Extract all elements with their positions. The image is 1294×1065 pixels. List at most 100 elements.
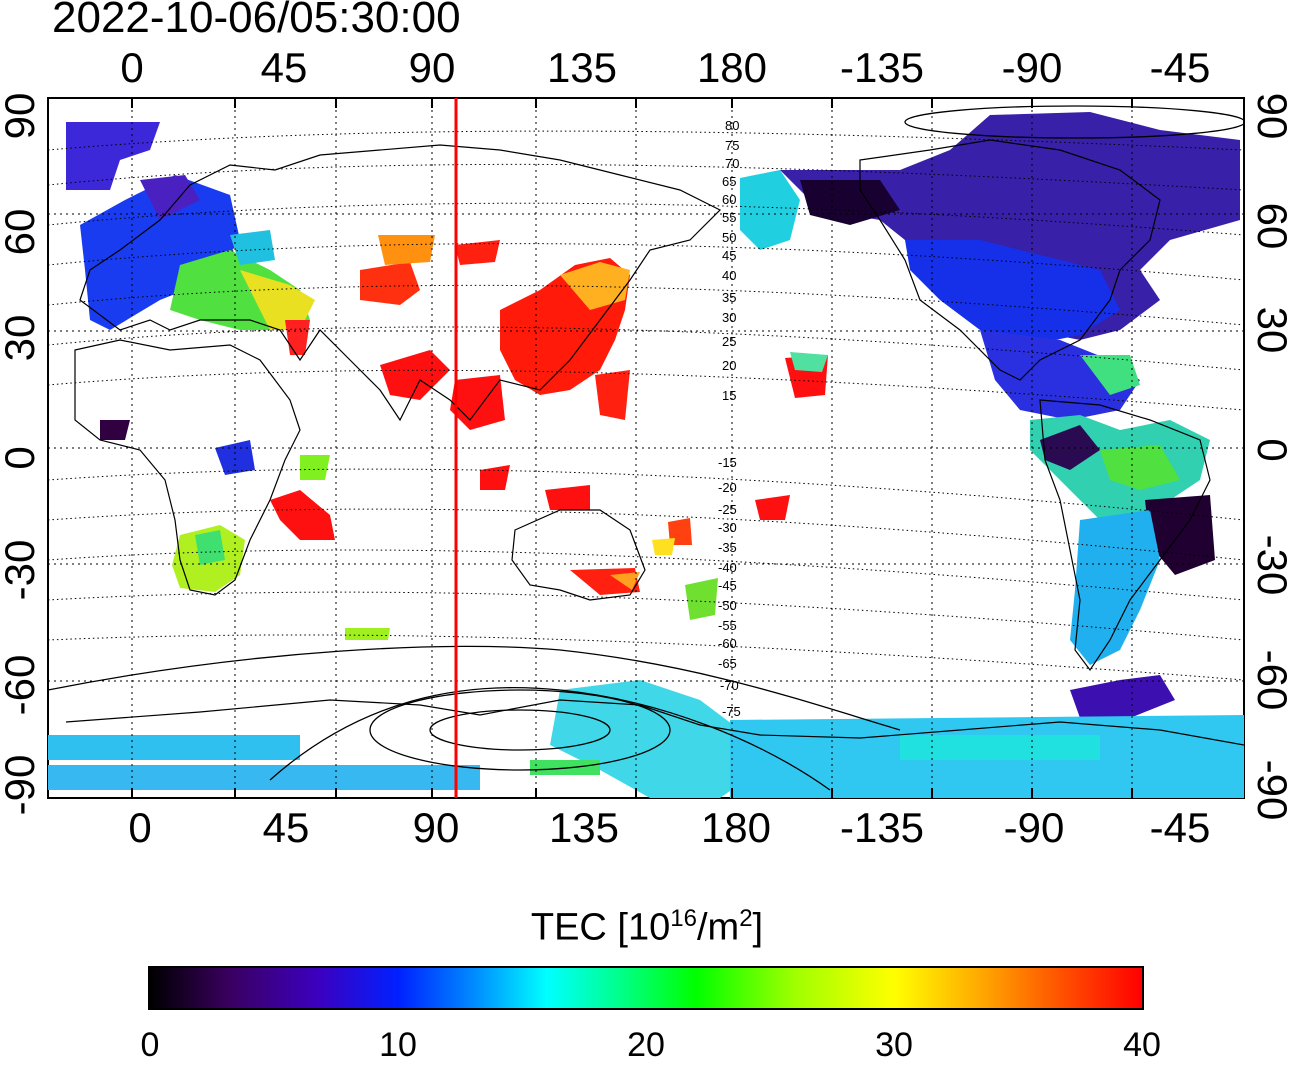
top-lon-label: -90: [1002, 44, 1063, 91]
top-lon-label: 45: [261, 44, 308, 91]
mlat-label: 50: [722, 230, 736, 245]
coastlines: [65, 139, 1244, 746]
tec-patch: [652, 538, 675, 555]
top-lon-label: -45: [1150, 44, 1211, 91]
mlat-label: 60: [722, 192, 736, 207]
mlat-label: 55: [722, 210, 736, 225]
bottom-lon-label: -45: [1150, 804, 1211, 851]
mlat-label: 20: [722, 358, 736, 373]
bottom-lon-label: -90: [1004, 804, 1065, 851]
tec-patch: [140, 175, 200, 220]
tec-patch: [48, 735, 300, 760]
bottom-lon-label: 90: [413, 804, 460, 851]
tec-patch: [560, 262, 630, 310]
magnetic-latitude-contours: [48, 130, 1244, 681]
tec-patch: [550, 680, 760, 798]
tec-patch: [270, 490, 335, 540]
mlat-label: 75: [725, 138, 739, 153]
tec-patch: [1070, 675, 1175, 718]
mlat-label: 35: [722, 290, 736, 305]
top-lon-label: -135: [840, 44, 924, 91]
mlat-label: -55: [718, 618, 737, 633]
mlat-label: -25: [718, 502, 737, 517]
mlat-label: -75: [722, 704, 741, 719]
mlat-label: -60: [718, 636, 737, 651]
tec-patch: [1145, 495, 1215, 575]
bottom-longitude-labels: 0 45 90 135 180 -135 -90 -45: [128, 804, 1210, 851]
magnetic-pole-contours: [48, 105, 1244, 791]
colorbar-title: TEC [1016/m2]: [0, 905, 1294, 950]
bottom-lon-label: 0: [128, 804, 151, 851]
colorbar-title-mid: /m: [696, 906, 740, 949]
mlat-label: -65: [718, 656, 737, 671]
mlat-label: 40: [722, 268, 736, 283]
mlat-label: -45: [718, 578, 737, 593]
tec-patch: [800, 180, 900, 225]
tec-patch: [48, 765, 480, 790]
left-lat-label: 60: [0, 209, 43, 256]
tec-patch: [900, 735, 1100, 760]
australia-coastline: [511, 509, 646, 601]
tec-patch: [905, 240, 1120, 345]
right-latitude-labels: 90 60 30 0 -30 -60 -90: [1249, 93, 1294, 821]
magnetic-latitude-labels: 80 75 70 65 60 55 50 45 40 35 30 25 20 1…: [718, 118, 741, 719]
bottom-lon-label: 135: [549, 804, 619, 851]
left-lat-label: -90: [0, 755, 43, 816]
mlat-label: 80: [725, 118, 739, 133]
tec-patch: [240, 270, 315, 330]
tec-patch: [300, 455, 330, 480]
right-lat-label: -30: [1249, 535, 1294, 596]
colorbar-tick-label: 0: [140, 1026, 160, 1064]
mlat-label: 45: [722, 248, 736, 263]
mlat-label: 65: [722, 174, 736, 189]
left-lat-label: 90: [0, 93, 43, 140]
eurasia-coastline: [79, 144, 722, 422]
top-lon-label: 135: [547, 44, 617, 91]
top-lon-label: 90: [409, 44, 456, 91]
tec-patch: [100, 420, 130, 440]
right-lat-label: 0: [1249, 438, 1294, 461]
tec-patch: [595, 370, 630, 420]
south-america-coastline: [1039, 399, 1211, 672]
colorbar-title-exp1: 16: [670, 905, 697, 932]
left-lat-label: -60: [0, 655, 43, 716]
colorbar-title-main: TEC [10: [530, 906, 671, 949]
bottom-lon-label: 180: [701, 804, 771, 851]
tec-patch: [215, 440, 255, 475]
tec-patch: [545, 485, 590, 510]
tec-patch: [610, 572, 640, 590]
tec-patch: [1100, 445, 1180, 490]
top-lon-label: 180: [697, 44, 767, 91]
mlat-label: 30: [722, 310, 736, 325]
left-lat-label: -30: [0, 540, 43, 601]
tec-patch: [1070, 510, 1160, 665]
tec-patch: [66, 122, 160, 190]
top-longitude-labels: 0 45 90 135 180 -135 -90 -45: [120, 44, 1210, 91]
colorbar-tick-label: 30: [875, 1026, 913, 1064]
left-lat-label: 0: [0, 446, 43, 469]
right-lat-label: 60: [1249, 203, 1294, 250]
colorbar-title-end: ]: [752, 906, 764, 949]
tec-data-layer: [48, 112, 1244, 798]
tec-patch: [195, 530, 225, 565]
tec-patch: [755, 495, 790, 520]
colorbar-tick-label: 10: [379, 1026, 417, 1064]
colorbar-tick-label: 20: [627, 1026, 665, 1064]
top-lon-label: 0: [120, 44, 143, 91]
right-lat-label: 30: [1249, 307, 1294, 354]
tec-patch: [455, 240, 500, 265]
tec-patch: [980, 330, 1140, 420]
bottom-lon-label: 45: [263, 804, 310, 851]
left-latitude-labels: 90 60 30 0 -30 -60 -90: [0, 93, 43, 816]
mlat-label: 25: [722, 334, 736, 349]
map-content: [48, 98, 1244, 798]
tec-patch: [790, 352, 828, 372]
right-lat-label: -60: [1249, 650, 1294, 711]
africa-coastline: [74, 339, 301, 596]
colorbar-tick-label: 40: [1123, 1026, 1161, 1064]
tec-patch: [345, 628, 390, 640]
tec-patch: [685, 578, 718, 620]
north-america-coastline: [859, 139, 1161, 381]
colorbar-title-exp2: 2: [739, 905, 753, 932]
tec-patch: [378, 235, 435, 265]
